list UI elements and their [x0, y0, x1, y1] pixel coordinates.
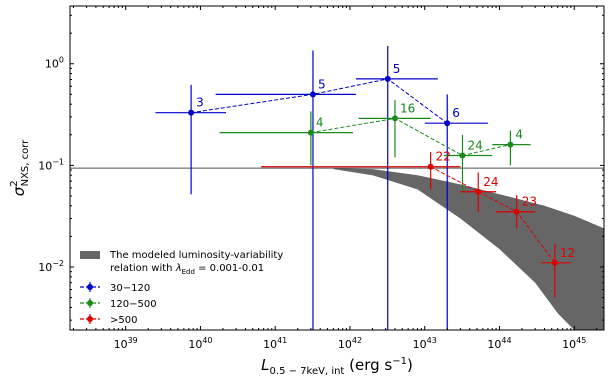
data-point [444, 120, 451, 127]
legend-marker [87, 316, 93, 322]
plot-frame [69, 5, 605, 331]
data-label: 4 [515, 128, 523, 142]
x-label-unit-sup: −1 [392, 356, 407, 367]
data-point [307, 129, 314, 136]
legend-entry-2: 120−500 [80, 298, 157, 310]
x-axis-label: L0.5 − 7keV, int (erg s−1) [261, 356, 413, 377]
x-label-subscript: 0.5 − 7keV, int [270, 366, 345, 377]
legend-band-prefix: relation with [110, 263, 176, 274]
y-tick-label: 100 [45, 56, 64, 71]
legend-band-lambda: λ [175, 263, 182, 274]
tick-exponent: 41 [277, 336, 287, 345]
x-label-unit: (erg s [344, 356, 392, 374]
x-label-unit-end: ) [407, 356, 413, 374]
axes-layer: 1039 1040 1041 1042 1043 1044 104510−210−1100L… [9, 5, 605, 377]
data-point [475, 188, 482, 195]
data-label: 3 [196, 96, 204, 110]
data-point [391, 115, 398, 122]
legend-band-sub: Edd [182, 268, 195, 276]
y-label-subscript: NXS, corr [20, 139, 31, 187]
data-label: 24 [467, 139, 482, 153]
data-label: 5 [318, 77, 326, 91]
y-tick-label: 10−1 [38, 157, 64, 172]
tick-exponent: 0 [59, 56, 64, 65]
legend: The modeled luminosity-variability relati… [80, 250, 283, 326]
data-label: 24 [483, 175, 498, 189]
tick-base: 10 [38, 261, 52, 274]
tick-base: 10 [263, 338, 277, 351]
data-point [507, 141, 514, 148]
tick-base: 10 [338, 338, 352, 351]
x-tick-label: 1044 [487, 336, 511, 351]
series-1: 3 5 5 6 [155, 45, 488, 330]
legend-band-suffix: = 0.001-0.01 [195, 263, 264, 274]
tick-base: 10 [188, 338, 202, 351]
legend-marker [87, 300, 93, 306]
y-label-superscript: 2 [9, 180, 20, 186]
data-label: 6 [452, 106, 460, 120]
legend-label: 120−500 [110, 299, 157, 310]
x-tick-label: 1042 [338, 336, 362, 351]
tick-exponent: 44 [501, 336, 511, 345]
tick-exponent: −1 [52, 157, 64, 166]
data-point [384, 75, 391, 82]
legend-swatch-band [80, 251, 100, 259]
data-label: 23 [522, 195, 537, 209]
x-tick-label: 1045 [562, 336, 586, 351]
tick-exponent: 45 [576, 336, 586, 345]
legend-label: >500 [110, 315, 137, 326]
tick-base: 10 [45, 58, 59, 71]
tick-exponent: 39 [128, 336, 138, 345]
model-band-layer [333, 168, 604, 330]
y-axis-label: σ2NXS, corr [9, 139, 31, 196]
tick-exponent: 42 [352, 336, 362, 345]
y-label-main: σ [10, 186, 28, 196]
legend-marker [87, 284, 93, 290]
data-point [513, 208, 520, 215]
data-point [427, 163, 434, 170]
data-label: 16 [400, 101, 415, 115]
legend-label: 30−120 [110, 283, 150, 294]
data-label: 12 [560, 246, 575, 260]
data-label: 4 [316, 116, 324, 130]
series-line [310, 117, 511, 157]
x-tick-label: 1043 [413, 336, 437, 351]
x-label-main: L [261, 356, 269, 374]
data-label: 5 [393, 62, 401, 76]
x-tick-label: 1041 [263, 336, 287, 351]
x-tick-label: 1040 [188, 336, 212, 351]
data-point [309, 91, 316, 98]
series-line [430, 166, 556, 264]
tick-exponent: 40 [202, 336, 212, 345]
series-layer: 3 5 5 6 4 16 24 4 22 24 23 12 [155, 45, 575, 330]
tick-base: 10 [114, 338, 128, 351]
tick-exponent: −2 [52, 259, 64, 268]
legend-entry-3: >500 [80, 314, 137, 326]
series-3: 22 24 23 12 [261, 150, 575, 298]
model-band [333, 168, 604, 330]
x-tick-label: 1039 [114, 336, 138, 351]
data-label: 22 [436, 150, 451, 164]
data-point [551, 259, 558, 266]
legend-entry-1: 30−120 [80, 282, 150, 294]
tick-base: 10 [413, 338, 427, 351]
y-tick-label: 10−2 [38, 259, 64, 274]
tick-base: 10 [487, 338, 501, 351]
legend-label-band-line1: The modeled luminosity-variability [109, 250, 283, 261]
data-point [459, 152, 466, 159]
series-line [191, 78, 448, 124]
legend-label-band-line2: relation with λEdd = 0.001-0.01 [110, 263, 264, 276]
tick-base: 10 [38, 159, 52, 172]
tick-exponent: 43 [427, 336, 437, 345]
data-point [188, 109, 195, 116]
tick-base: 10 [562, 338, 576, 351]
